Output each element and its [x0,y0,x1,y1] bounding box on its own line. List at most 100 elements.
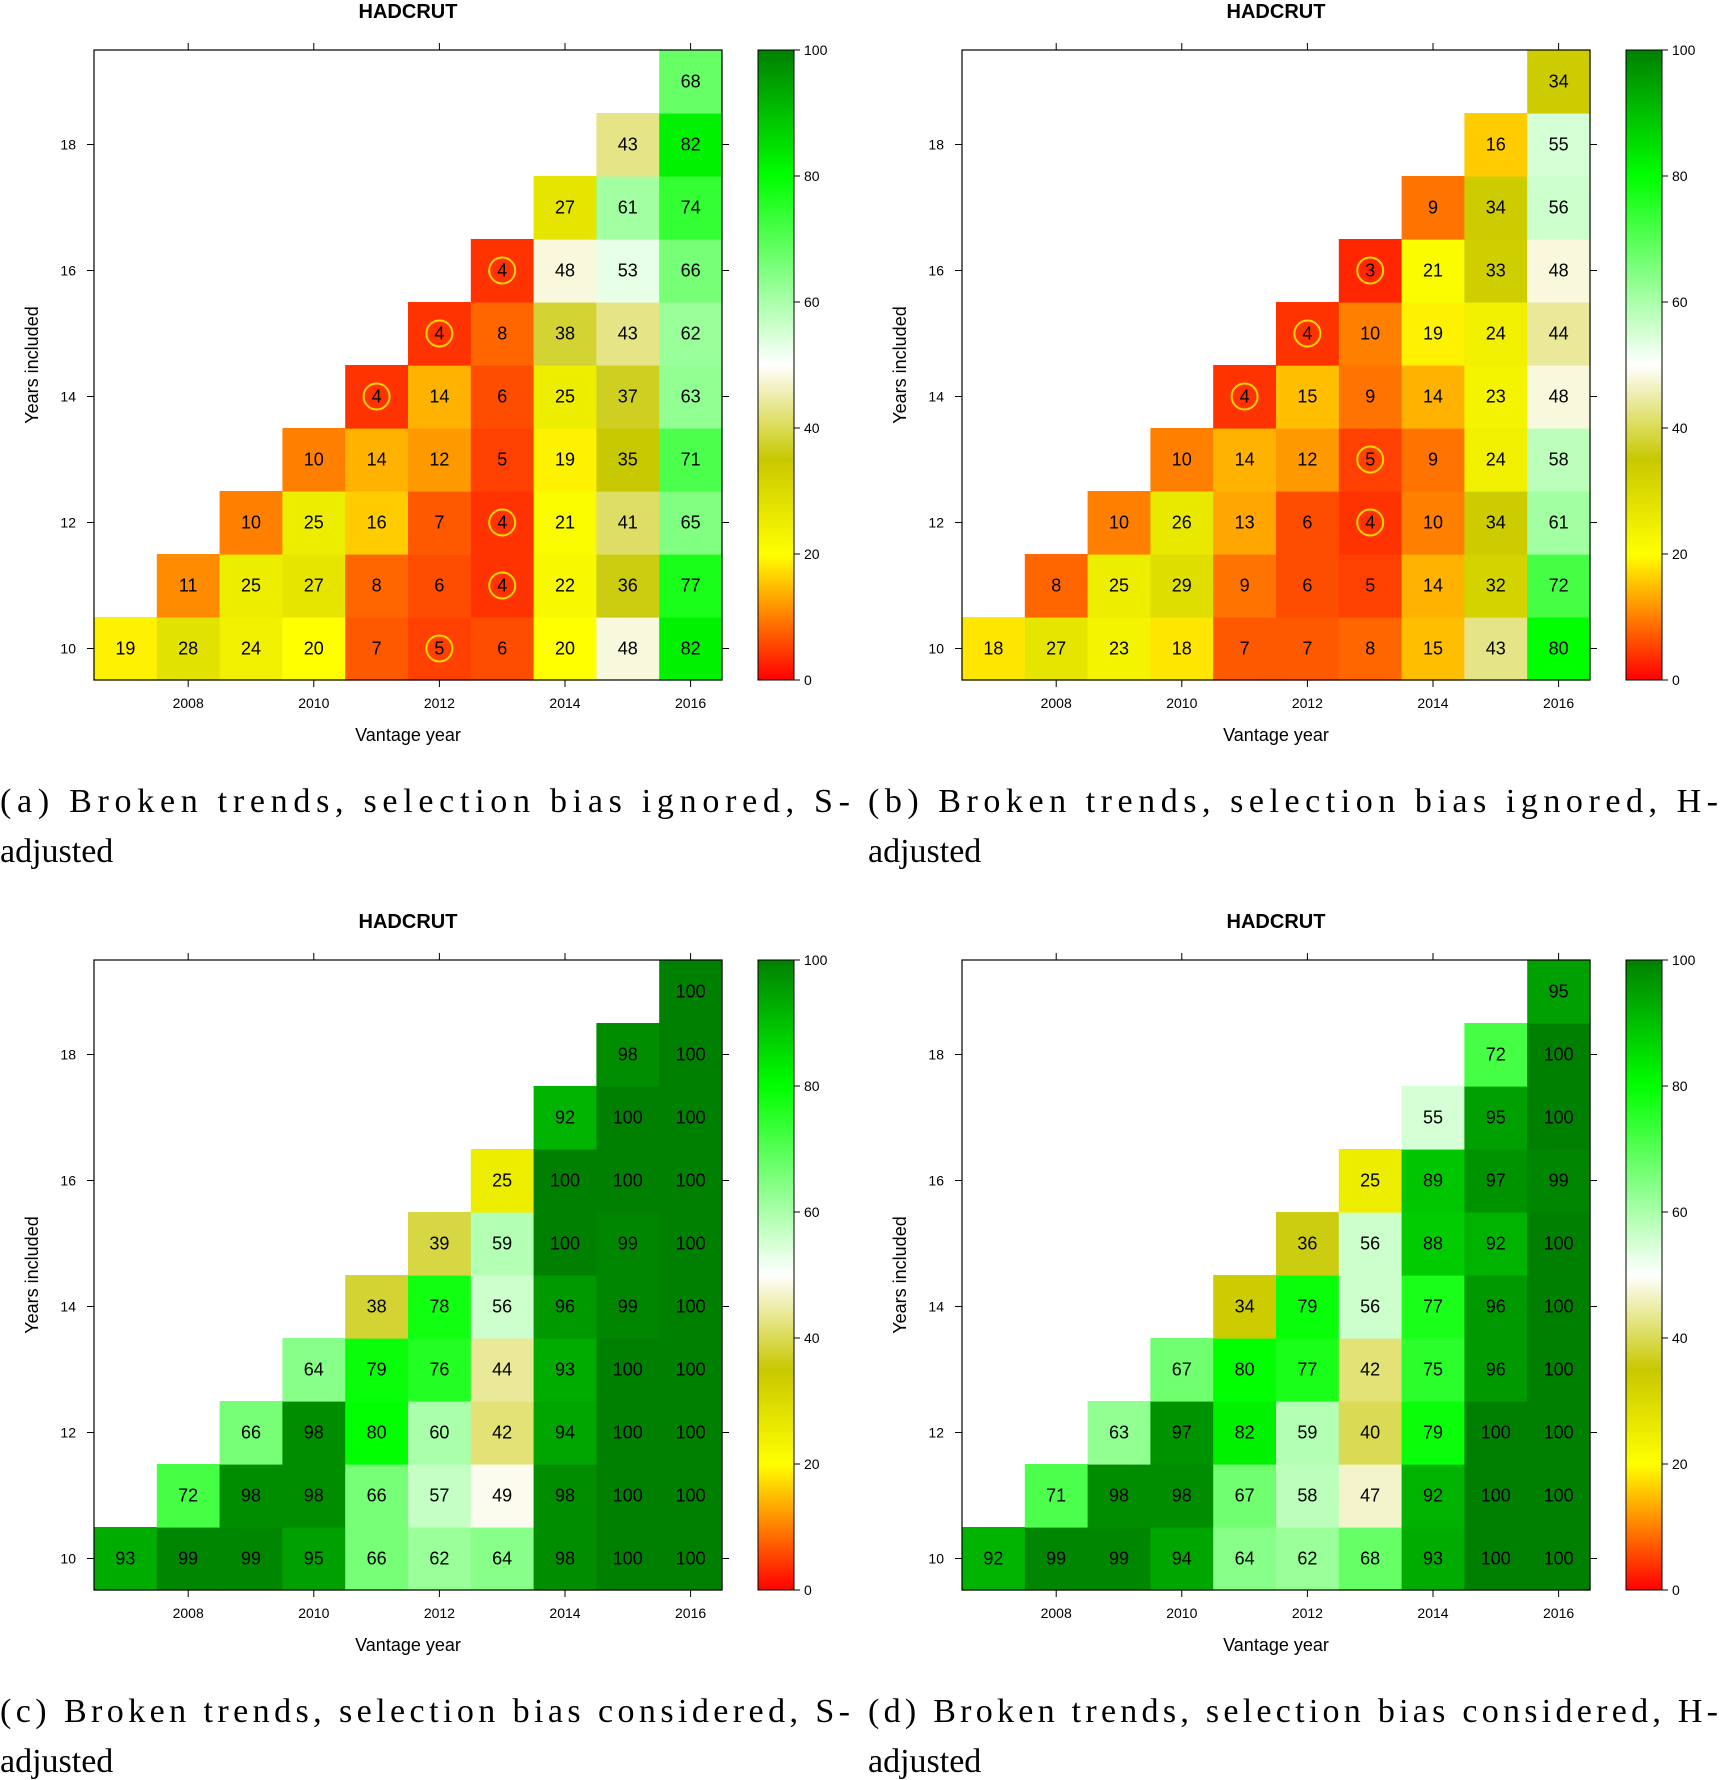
cell-value: 99 [178,1549,198,1569]
cell-value: 92 [555,1108,575,1128]
cell-value: 18 [983,639,1003,659]
cell-value: 48 [1549,261,1569,281]
heatmap-cell [219,617,283,681]
cell-value: 100 [676,1423,706,1443]
heatmap-cell [470,302,535,366]
cell-value: 100 [676,1360,706,1380]
cell-value: 92 [1423,1486,1443,1506]
heatmap-cell [1464,1023,1528,1087]
x-tick-label: 2016 [1543,695,1574,711]
cell-value: 72 [1549,576,1569,596]
cell-value: 100 [676,1108,706,1128]
cell-value: 59 [492,1234,512,1254]
cell-value: 4 [1302,324,1312,344]
heatmap-cell [1338,428,1403,492]
x-tick-label: 2008 [1041,695,1072,711]
cell-value: 100 [676,1486,706,1506]
y-tick-label: 16 [60,1173,76,1189]
cell-value: 21 [555,513,575,533]
caption-line-1: (c) Broken trends, selection bias consid… [0,1693,850,1730]
heatmap-cell [1464,1275,1528,1339]
cell-value: 100 [1544,1234,1574,1254]
cell-value: 66 [241,1423,261,1443]
heatmap-cell [533,302,597,366]
heatmap-cell [94,1527,158,1591]
heatmap-cell [1276,428,1340,492]
heatmap-cell [345,617,409,681]
highlight-circle [1356,508,1385,537]
y-tick-label: 18 [60,1047,76,1063]
colorbar-tick-label: 80 [804,168,820,184]
heatmap-cell [1338,1527,1403,1591]
cell-value: 12 [429,450,449,470]
x-tick-label: 2014 [549,1605,580,1621]
cell-value: 12 [1297,450,1317,470]
heatmap-cell [1527,428,1591,492]
cell-value: 98 [555,1486,575,1506]
heatmap-cell [533,1401,597,1465]
heatmap-cell [219,1527,283,1591]
heatmap-cell [1527,1464,1591,1528]
heatmap-cell [1401,302,1465,366]
heatmap-cell [1213,554,1277,618]
y-tick-label: 10 [928,641,944,657]
heatmap-cell [219,1464,283,1528]
heatmap-cell [1338,1338,1403,1402]
heatmap-cell [470,1275,535,1339]
heatmap-cell [408,491,472,555]
heatmap-cell [470,1527,535,1591]
highlight-circle [1293,319,1322,348]
heatmap-cell [1464,1149,1528,1213]
cell-value: 9 [1240,576,1250,596]
heatmap-cell [1464,365,1528,429]
heatmap-cell [1150,617,1214,681]
cell-value: 78 [429,1297,449,1317]
heatmap-cell [596,1464,660,1528]
heatmap-cell [1401,1527,1465,1591]
heatmap-cell [408,302,472,366]
heatmap-cell [345,428,409,492]
cell-value: 100 [613,1360,643,1380]
heatmap-cell [1276,302,1340,366]
heatmap-cell [1213,617,1277,681]
colorbar-tick-label: 40 [1672,420,1688,436]
cell-value: 6 [497,387,507,407]
heatmap-cell [1401,1464,1465,1528]
colorbar-tick-label: 80 [804,1078,820,1094]
heatmap-cell [345,365,409,429]
x-tick-label: 2010 [298,1605,329,1621]
heatmap-cell [1527,960,1591,1024]
cell-value: 56 [1360,1234,1380,1254]
cell-value: 26 [1172,513,1192,533]
cell-value: 100 [1544,1297,1574,1317]
heatmap-cell [596,302,660,366]
cell-value: 82 [1235,1423,1255,1443]
y-tick-label: 10 [60,641,76,657]
x-axis-label: Vantage year [355,725,461,745]
heatmap-cell [1213,1338,1277,1402]
heatmap-cell [1087,1464,1151,1528]
cell-value: 4 [497,513,507,533]
panel-title: HADCRUT [1227,911,1326,933]
y-tick-label: 16 [928,263,944,279]
highlight-circle [1230,382,1259,411]
heatmap-cell [659,617,723,681]
heatmap-cell [1527,302,1591,366]
cell-value: 68 [681,72,701,92]
cell-value: 21 [1423,261,1443,281]
heatmap-cell [596,176,660,240]
cell-value: 92 [983,1549,1003,1569]
cell-value: 100 [1544,1108,1574,1128]
x-tick-label: 2016 [675,1605,706,1621]
cell-value: 14 [1235,450,1255,470]
heatmap-cell [1024,554,1089,618]
heatmap-cell [596,1149,660,1213]
x-tick-label: 2016 [675,695,706,711]
x-tick-label: 2012 [424,1605,455,1621]
cell-value: 43 [618,135,638,155]
cell-value: 92 [1486,1234,1506,1254]
cell-value: 25 [555,387,575,407]
cell-value: 25 [241,576,261,596]
cell-value: 95 [304,1549,324,1569]
highlight-circle [1356,256,1385,285]
